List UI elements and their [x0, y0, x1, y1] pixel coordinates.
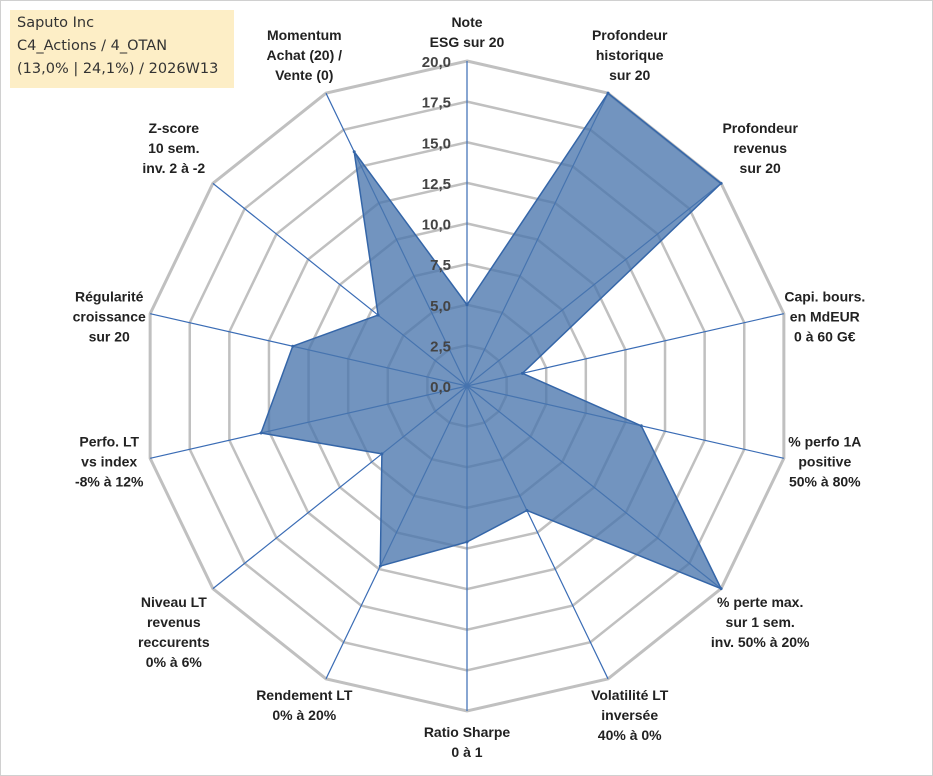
axis-label: Note	[451, 14, 482, 30]
radar-tick-labels: 0,0 2,5 5,0 7,5 10,0 12,5 15,0 17,5 20,0	[422, 54, 451, 396]
axis-label: vs index	[81, 453, 137, 469]
axis-label: sur 20	[609, 67, 650, 83]
legend-stats: (13,0% | 24,1%) / 2026W13	[17, 61, 219, 77]
tick-label: 10,0	[422, 217, 451, 234]
data-point	[525, 508, 529, 512]
axis-label: positive	[798, 453, 851, 469]
radar-axis-labels: Note ESG sur 20 Profondeur historique sur 20…	[73, 14, 866, 760]
axis-label: 40% à 0%	[598, 727, 662, 743]
data-point	[465, 303, 469, 307]
axis-label: Momentum	[267, 27, 342, 43]
axis-label: Ratio Sharpe	[424, 724, 511, 740]
series-area	[260, 92, 722, 590]
tick-label: 5,0	[430, 298, 451, 315]
data-point	[380, 452, 384, 456]
axis-label: 10 sem.	[148, 140, 199, 156]
tick-label: 12,5	[422, 176, 451, 193]
tick-label: 20,0	[422, 54, 451, 71]
axis-label: Profondeur	[722, 120, 798, 136]
axis-label: ESG sur 20	[430, 34, 505, 50]
axis-label: 0% à 20%	[272, 707, 336, 723]
data-point	[259, 431, 263, 435]
axis-label: 0% à 6%	[146, 654, 203, 670]
legend-box: Saputo Inc C4_Actions / 4_OTAN (13,0% | …	[10, 10, 234, 88]
axis-label: 50% à 80%	[789, 473, 861, 489]
axis-label: 0 à 1	[451, 744, 482, 760]
axis-label: revenus	[147, 614, 201, 630]
data-point	[719, 587, 723, 591]
data-point	[520, 371, 524, 375]
axis-label: sur 20	[89, 329, 130, 345]
data-point	[378, 564, 382, 568]
legend-company-name: Saputo Inc	[17, 15, 95, 31]
axis-label: sur 20	[740, 160, 781, 176]
data-point	[291, 344, 295, 348]
tick-label: 2,5	[430, 338, 451, 355]
axis-label: Volatilité LT	[591, 687, 669, 703]
radar-series	[259, 91, 723, 591]
axis-label: reccurents	[138, 634, 210, 650]
axis-label: -8% à 12%	[75, 473, 144, 489]
axis-label: inv. 2 à -2	[142, 160, 205, 176]
tick-label: 15,0	[422, 135, 451, 152]
axis-label: en MdEUR	[790, 309, 860, 325]
tick-label: 17,5	[422, 95, 451, 112]
axis-label: Vente (0)	[275, 67, 333, 83]
data-point	[465, 540, 469, 544]
tick-label: 7,5	[430, 257, 451, 274]
data-point	[376, 313, 380, 317]
axis-label: Rendement LT	[256, 687, 353, 703]
data-point	[352, 150, 356, 154]
axis-label: croissance	[73, 309, 146, 325]
axis-label: inv. 50% à 20%	[711, 634, 810, 650]
data-point	[719, 181, 723, 185]
axis-label: % perfo 1A	[788, 433, 861, 449]
tick-label: 0,0	[430, 379, 451, 396]
legend-portfolio: C4_Actions / 4_OTAN	[17, 38, 168, 54]
axis-label: 0 à 60 G€	[794, 329, 856, 345]
axis-label: Profondeur	[592, 27, 668, 43]
axis-label: historique	[596, 47, 664, 63]
axis-label: Niveau LT	[141, 594, 207, 610]
axis-label: Perfo. LT	[79, 433, 139, 449]
axis-label: Z-score	[149, 120, 200, 136]
axis-label: Capi. bours.	[784, 289, 865, 305]
axis-label: Achat (20) /	[267, 47, 343, 63]
data-point	[639, 424, 643, 428]
data-point	[606, 91, 610, 95]
axis-label: sur 1 sem.	[726, 614, 795, 630]
axis-label: % perte max.	[717, 594, 803, 610]
axis-label: Régularité	[75, 289, 144, 305]
axis-label: inversée	[601, 707, 658, 723]
axis-label: revenus	[733, 140, 787, 156]
